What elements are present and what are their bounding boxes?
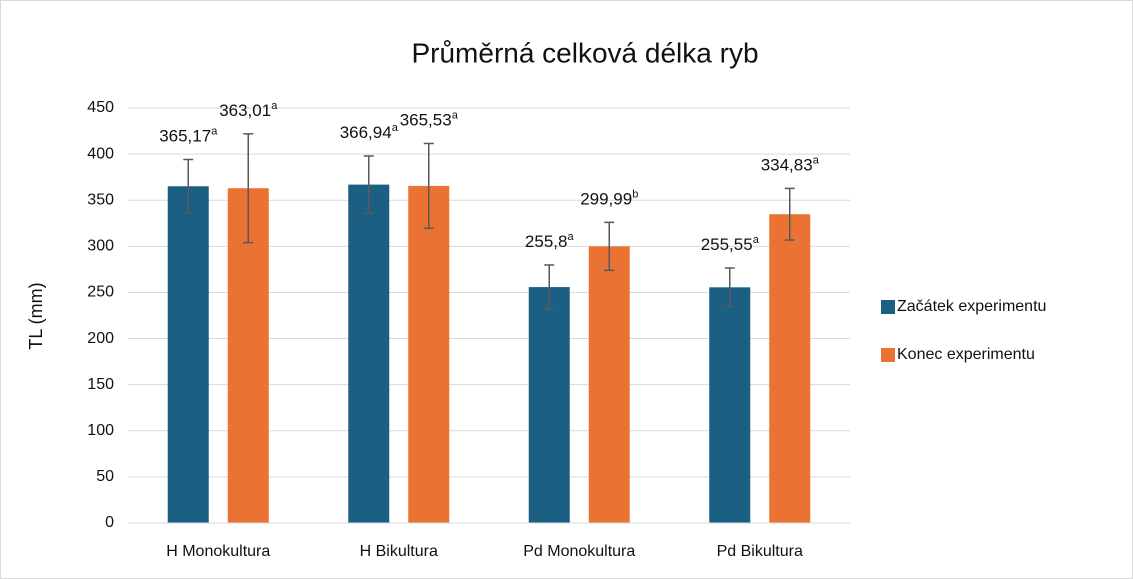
data-label: 365,17a (159, 125, 218, 146)
y-tick-label: 400 (87, 145, 114, 162)
data-label-letter: a (271, 100, 278, 112)
y-tick-label: 200 (87, 330, 114, 347)
data-label-letter: b (632, 188, 638, 200)
data-label-letter: a (567, 231, 574, 243)
data-label-letter: a (211, 125, 218, 137)
bar (588, 246, 630, 523)
bar (348, 184, 390, 523)
bar (769, 214, 811, 523)
data-label-letter: a (452, 109, 459, 121)
data-label: 334,83a (761, 154, 820, 175)
data-label: 299,99b (580, 188, 638, 209)
data-label-value: 334,83 (761, 156, 813, 175)
legend-swatch (881, 300, 895, 314)
data-label-value: 365,17 (159, 127, 211, 146)
y-tick-label: 150 (87, 376, 114, 393)
data-label-value: 366,94 (340, 123, 392, 142)
data-label-value: 363,01 (219, 101, 271, 120)
data-label-value: 299,99 (580, 190, 632, 209)
bar (528, 287, 570, 523)
x-tick-label: Pd Monokultura (523, 543, 635, 560)
y-axis-label: TL (mm) (26, 282, 46, 349)
chart-title: Průměrná celková délka ryb (411, 37, 758, 68)
legend-label: Začátek experimentu (897, 298, 1046, 315)
x-tick-label: H Monokultura (166, 543, 270, 560)
data-label: 255,55a (701, 234, 760, 255)
data-label-value: 255,55 (701, 235, 753, 254)
y-tick-label: 300 (87, 238, 114, 255)
y-tick-label: 50 (96, 468, 114, 485)
data-label-value: 365,53 (400, 111, 452, 130)
bar (227, 188, 269, 523)
x-tick-label: H Bikultura (360, 543, 438, 560)
y-tick-label: 450 (87, 99, 114, 116)
y-tick-label: 0 (105, 514, 114, 531)
data-label-letter: a (813, 154, 820, 166)
data-label: 363,01a (219, 100, 278, 121)
x-tick-label: Pd Bikultura (717, 543, 803, 560)
y-tick-label: 250 (87, 284, 114, 301)
data-label-letter: a (753, 234, 760, 246)
bar (408, 185, 450, 523)
bar (167, 186, 209, 523)
data-label-value: 255,8 (525, 232, 568, 251)
y-tick-label: 100 (87, 422, 114, 439)
data-label: 366,94a (340, 122, 399, 143)
data-label: 255,8a (525, 231, 575, 252)
bar (709, 287, 751, 523)
data-label: 365,53a (400, 109, 459, 130)
legend-swatch (881, 348, 895, 362)
legend-label: Konec experimentu (897, 346, 1035, 363)
data-label-letter: a (392, 122, 399, 134)
y-tick-label: 350 (87, 191, 114, 208)
